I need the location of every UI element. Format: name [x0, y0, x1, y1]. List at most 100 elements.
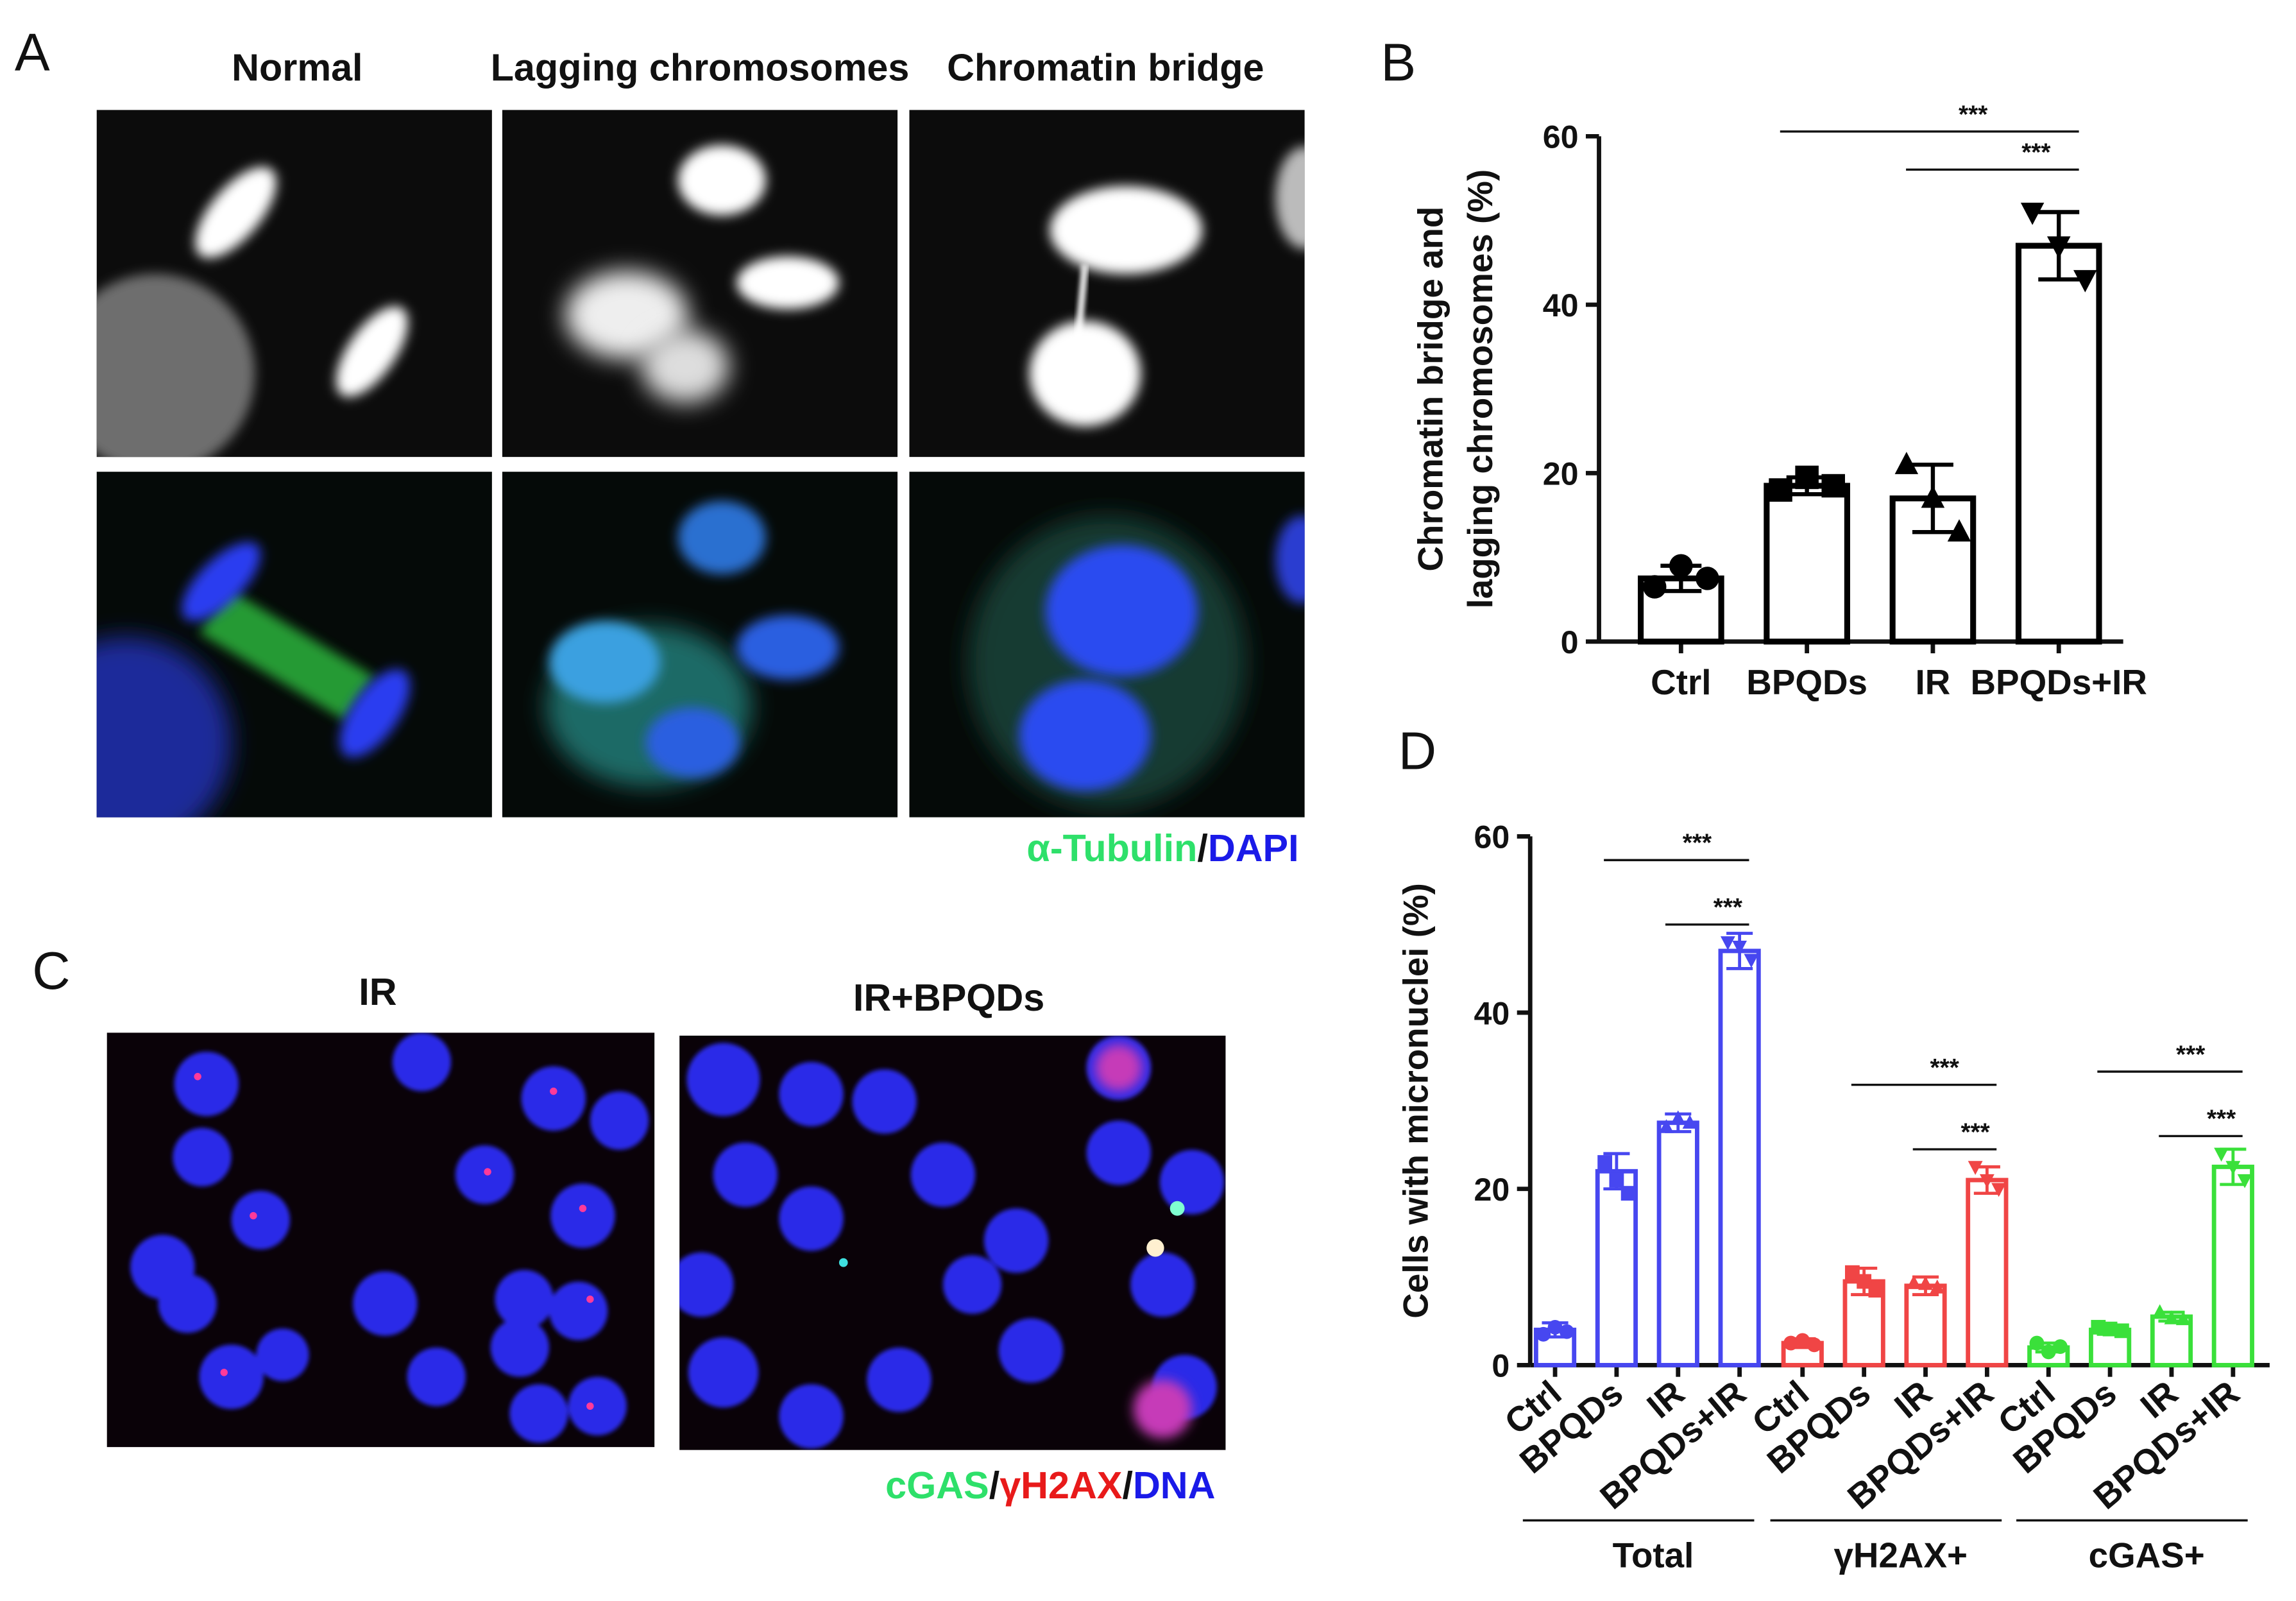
- significance-label: ***: [2207, 1106, 2236, 1133]
- significance-label: ***: [1959, 101, 1988, 128]
- group-label: γH2AX+: [1833, 1535, 1968, 1575]
- data-point: [2041, 1344, 2056, 1360]
- chromosomes: [1050, 185, 1202, 274]
- data-point: [2164, 1310, 2179, 1324]
- x-tick-label: Ctrl: [1651, 662, 1711, 702]
- data-point: [1744, 954, 1759, 968]
- data-point: [2237, 1174, 2252, 1188]
- data-point: [1671, 1110, 1686, 1125]
- image-title: Normal: [232, 46, 362, 89]
- data-point: [1844, 1265, 1860, 1280]
- micrograph: [106, 1032, 655, 1448]
- nucleus: [590, 1091, 649, 1150]
- data-point: [1979, 1174, 1994, 1188]
- y-axis-label: lagging chromosomes (%): [1460, 169, 1500, 609]
- focus: [550, 1087, 557, 1095]
- data-point: [1821, 474, 1845, 498]
- x-tick-label: BPQDs: [1746, 662, 1867, 702]
- legend-text: /: [1122, 1464, 1132, 1507]
- data-point: [1682, 1115, 1697, 1129]
- data-point: [1732, 940, 1748, 955]
- nucleus: [521, 1066, 586, 1131]
- data-point: [1921, 485, 1945, 508]
- data-point: [1783, 1335, 1798, 1351]
- focus: [194, 1073, 201, 1081]
- data-point: [1769, 478, 1792, 502]
- chromosomes: [182, 542, 261, 621]
- image-background: [679, 1035, 1226, 1450]
- y-axis-label: Cells with micronuclei (%): [1395, 883, 1435, 1319]
- chromosomes: [548, 621, 661, 703]
- y-tick-label: 60: [1474, 819, 1509, 855]
- chromosomes: [1029, 320, 1141, 427]
- data-point: [2114, 1323, 2129, 1339]
- nucleus: [490, 1318, 549, 1377]
- nucleus: [509, 1384, 568, 1443]
- stain-legend: cGAS/γH2AX/DNA: [885, 1464, 1215, 1507]
- nucleus: [256, 1328, 309, 1382]
- bar: [1904, 1283, 1947, 1367]
- micrograph: [909, 110, 1305, 458]
- micronucleus: [838, 1258, 848, 1267]
- micrograph: [502, 110, 898, 458]
- significance-label: ***: [1683, 830, 1712, 857]
- focus: [579, 1204, 587, 1212]
- data-point: [1906, 1275, 1921, 1289]
- nucleus: [550, 1183, 615, 1248]
- chromosomes: [736, 615, 839, 680]
- micrograph: [96, 472, 492, 818]
- nucleus: [779, 1186, 844, 1251]
- nucleus: [1159, 1149, 1225, 1215]
- bar: [1656, 1120, 1699, 1367]
- data-point: [1559, 1324, 1574, 1339]
- nucleus: [1130, 1252, 1195, 1317]
- group-label: Total: [1613, 1535, 1694, 1575]
- chromosomes: [336, 306, 408, 397]
- data-point: [1918, 1276, 1933, 1290]
- focus: [586, 1295, 594, 1303]
- chromosomes: [1019, 680, 1152, 791]
- micrograph: [96, 110, 492, 458]
- y-tick-label: 40: [1474, 995, 1509, 1031]
- data-point: [1536, 1326, 1551, 1342]
- panel-label: C: [32, 942, 70, 1000]
- focus: [484, 1168, 491, 1176]
- spindle: [199, 588, 375, 721]
- nuclei: [130, 1032, 649, 1443]
- significance-label: ***: [2176, 1041, 2206, 1068]
- chromosomes: [195, 167, 276, 259]
- data-point: [1720, 936, 1735, 950]
- legend-text: cGAS: [885, 1464, 989, 1507]
- nucleus: [174, 1051, 239, 1117]
- nucleus: [96, 273, 255, 458]
- y-tick-label: 0: [1561, 624, 1579, 660]
- nucleus: [455, 1145, 514, 1204]
- data-point: [1930, 1280, 1945, 1294]
- nucleus: [548, 1281, 608, 1340]
- data-point: [1669, 554, 1693, 578]
- data-point: [1947, 519, 1971, 542]
- significance-label: ***: [1713, 894, 1743, 921]
- nucleus: [942, 1255, 1002, 1314]
- data-point: [1868, 1283, 1884, 1298]
- nucleus: [1133, 1380, 1192, 1439]
- chromosomes: [736, 256, 839, 309]
- nucleus: [231, 1190, 290, 1250]
- data-point: [1659, 1119, 1674, 1133]
- y-tick-label: 20: [1543, 456, 1579, 492]
- x-tick-label: IR: [1916, 662, 1951, 702]
- nucleus: [1275, 146, 1305, 250]
- group-label: cGAS+: [2089, 1535, 2205, 1575]
- legend-text: /: [1197, 826, 1207, 869]
- nucleus: [407, 1348, 466, 1407]
- image-title: Lagging chromosomes: [491, 46, 910, 89]
- data-point: [1894, 452, 1919, 474]
- chromosomes: [645, 707, 740, 778]
- legend-text: DNA: [1133, 1464, 1216, 1507]
- nucleus: [96, 637, 232, 818]
- data-point: [1642, 575, 1667, 599]
- legend-text: DAPI: [1208, 826, 1299, 869]
- micrograph: [502, 472, 898, 818]
- nucleus: [495, 1270, 554, 1329]
- y-tick-label: 0: [1492, 1348, 1509, 1384]
